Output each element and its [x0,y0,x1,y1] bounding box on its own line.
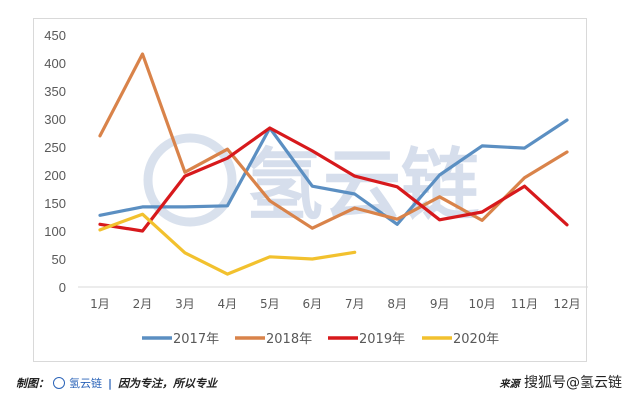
legend-item: 2019年 [328,332,405,347]
credit-label: 制图： [16,377,49,390]
x-tick-label: 6月 [302,297,322,311]
x-tick-label: 1月 [90,297,110,311]
x-tick-label: 8月 [387,297,407,311]
y-tick-label: 100 [44,224,66,239]
x-tick-label: 9月 [430,297,450,311]
y-tick-label: 400 [44,56,66,71]
series-lines [98,52,569,276]
x-tick-label: 4月 [218,297,238,311]
series-line [98,212,357,276]
brand-name: 氢云链 [69,377,102,390]
separator: | [108,376,113,390]
watermark-text: 氢云链 [245,141,479,231]
x-tick-label: 2月 [133,297,153,311]
y-tick-label: 200 [44,168,66,183]
source-label: 来源 [499,379,520,390]
slogan: 因为专注，所以专业 [118,377,218,390]
svg-text:2018年: 2018年 [266,332,312,347]
x-axis: 1月 2月 3月 4月 5月 6月 7月 8月 9月 10月 11月 12月 [78,286,588,311]
y-tick-label: 300 [44,112,66,127]
y-tick-label: 50 [52,252,66,267]
x-tick-label: 11月 [511,297,538,311]
y-tick-label: 0 [59,280,66,295]
y-tick-label: 350 [44,84,66,99]
y-tick-label: 250 [44,140,66,155]
legend-item: 2020年 [422,332,499,347]
svg-text:2020年: 2020年 [453,332,499,347]
svg-text:2017年: 2017年 [173,332,219,347]
x-tick-label: 3月 [175,297,195,311]
svg-text:2019年: 2019年 [359,332,405,347]
footer-source: 来源 搜狐号@氢云链 [500,372,622,392]
footer-credit: 制图： 氢云链 | 因为专注，所以专业 [16,375,217,391]
x-tick-label: 5月 [260,297,280,311]
series-line [98,118,569,226]
source-text: 搜狐号@氢云链 [524,375,622,391]
legend: 2017年 2018年 2019年 2020年 [142,332,499,347]
x-tick-label: 7月 [345,297,365,311]
legend-item: 2018年 [235,332,312,347]
chart-frame [33,18,587,362]
watermark: 氢云链 [143,133,479,231]
y-tick-label: 150 [44,196,66,211]
y-tick-label: 450 [44,28,66,43]
x-tick-label: 12月 [553,297,580,311]
x-tick-label: 10月 [468,297,495,311]
y-axis: 0 50 100 150 200 250 300 350 400 450 [44,28,66,295]
series-line [98,52,569,230]
legend-item: 2017年 [142,332,219,347]
series-line [98,126,569,233]
brand-logo-icon [53,377,65,389]
